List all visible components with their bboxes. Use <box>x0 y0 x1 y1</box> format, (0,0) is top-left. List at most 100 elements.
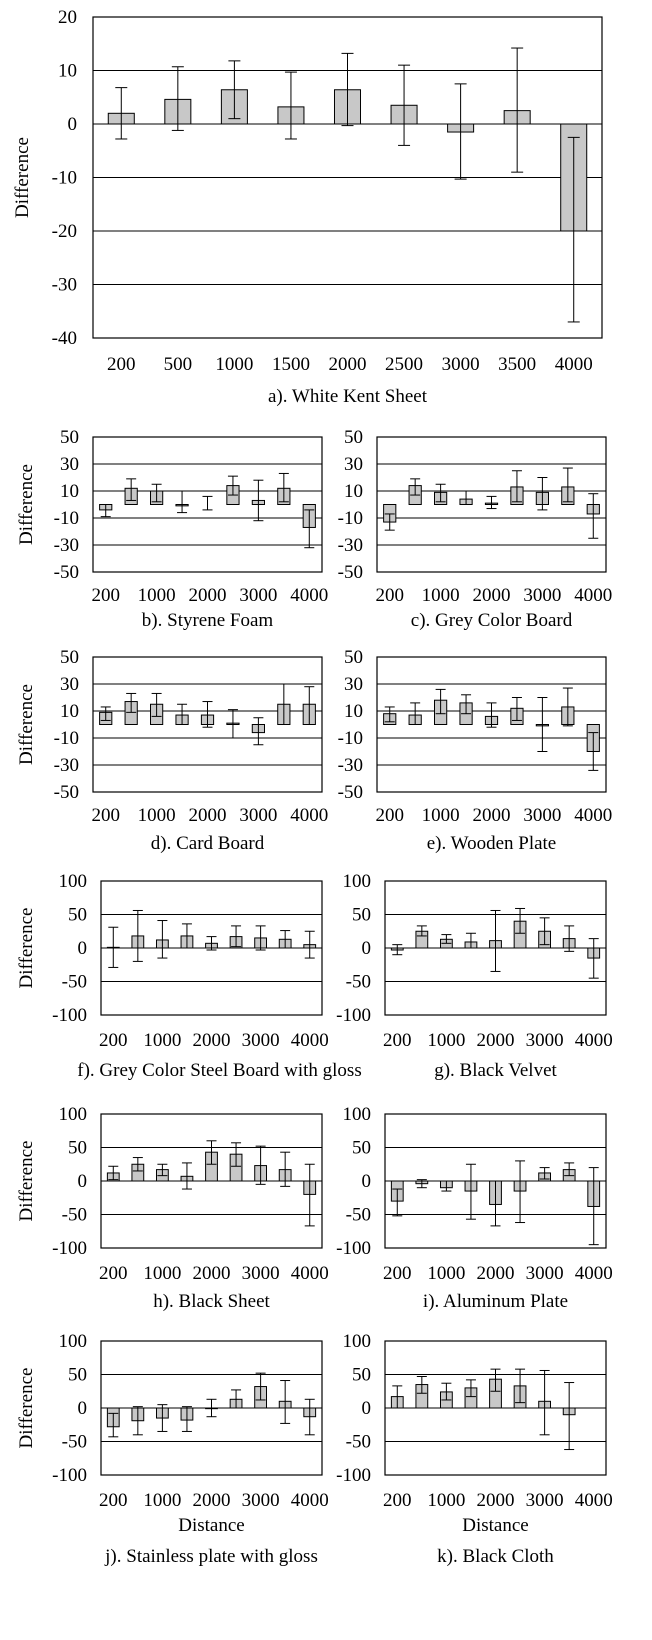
plot-frame <box>92 436 323 573</box>
x-tick-label: 2000 <box>193 1263 231 1284</box>
x-tick-label: 1000 <box>143 1490 181 1511</box>
x-tick-label: 1000 <box>138 585 176 606</box>
plot-frame <box>92 656 323 793</box>
plot-frame <box>100 1340 323 1476</box>
plot-frame <box>100 1113 323 1249</box>
x-tick-label: 3000 <box>242 1263 280 1284</box>
y-tick-label: -50 <box>346 972 371 993</box>
x-tick-label: 200 <box>99 1263 128 1284</box>
y-tick-label: 50 <box>68 905 87 926</box>
panel-a: 20 10 0 -10 -20 -30 -40 200 500 1000 1500 2000 2500 3… <box>12 7 603 407</box>
x-tick-label: 4000 <box>575 1030 613 1051</box>
y-tick-label: 50 <box>68 1365 87 1386</box>
x-tick-label: 200 <box>99 1030 128 1051</box>
x-tick-label: 2000 <box>329 354 367 375</box>
x-tick-label: 2000 <box>193 1490 231 1511</box>
panel-f: 100 50 0 -50 -100 200 1000 2000 3000 4000 Differen… <box>16 871 362 1081</box>
y-tick-label: -10 <box>338 728 363 749</box>
x-tick-label: 4000 <box>291 1490 329 1511</box>
y-tick-label: 50 <box>60 647 79 668</box>
y-tick-label: -30 <box>52 275 77 296</box>
panel-caption: i). Aluminum Plate <box>423 1291 568 1312</box>
y-tick-label: -30 <box>338 755 363 776</box>
y-tick-label: 100 <box>343 1331 372 1352</box>
y-tick-label: 50 <box>68 1138 87 1159</box>
y-tick-label: -10 <box>52 168 77 189</box>
y-tick-label: 50 <box>344 647 363 668</box>
y-tick-label: -10 <box>54 508 79 529</box>
x-tick-label: 3500 <box>498 354 536 375</box>
y-tick-label: 0 <box>78 938 88 959</box>
y-tick-label: -100 <box>52 1465 87 1486</box>
y-tick-label: 10 <box>58 61 77 82</box>
x-tick-label: 4000 <box>575 1490 613 1511</box>
panel-caption: h). Black Sheet <box>153 1291 270 1312</box>
y-tick-label: -10 <box>338 508 363 529</box>
panel-caption: j). Stainless plate with gloss <box>104 1546 318 1567</box>
y-tick-label: -50 <box>346 1432 371 1453</box>
x-tick-label: 3000 <box>239 585 277 606</box>
x-tick-label: 200 <box>383 1263 412 1284</box>
y-tick-label: 50 <box>352 1138 371 1159</box>
x-tick-label: 4000 <box>291 1263 329 1284</box>
x-tick-label: 3000 <box>242 1490 280 1511</box>
x-tick-label: 4000 <box>574 805 612 826</box>
y-tick-label: 10 <box>344 481 363 502</box>
panel-caption: d). Card Board <box>151 833 265 854</box>
x-tick-label: 200 <box>107 354 136 375</box>
y-tick-label: 50 <box>352 905 371 926</box>
y-tick-label: 30 <box>60 674 79 695</box>
plot-frame <box>384 880 607 1016</box>
x-tick-label: 1000 <box>422 585 460 606</box>
plot-frame <box>376 436 607 573</box>
y-tick-label: 100 <box>59 1104 88 1125</box>
y-axis-label: Difference <box>16 1141 37 1222</box>
x-tick-label: 4000 <box>291 1030 329 1051</box>
x-tick-label: 200 <box>383 1490 412 1511</box>
panel-caption: c). Grey Color Board <box>411 610 573 631</box>
x-tick-label: 3000 <box>526 1490 564 1511</box>
x-tick-label: 3000 <box>442 354 480 375</box>
x-tick-label: 3000 <box>526 1263 564 1284</box>
y-tick-label: 0 <box>78 1171 88 1192</box>
panel-k: 100 50 0 -50 -100 200 1000 2000 3000 4000 Distance… <box>336 1331 613 1567</box>
x-tick-label: 200 <box>383 1030 412 1051</box>
x-tick-label: 1000 <box>422 805 460 826</box>
x-tick-label: 2000 <box>477 1490 515 1511</box>
x-tick-label: 4000 <box>555 354 593 375</box>
y-tick-label: -50 <box>346 1205 371 1226</box>
panel-g: 100 50 0 -50 -100 200 1000 2000 3000 4000 g). Blac… <box>336 871 613 1081</box>
panel-b: 50 30 10 -10 -30 -50 200 1000 2000 3000 4000 Differ… <box>16 427 328 631</box>
panel-e: 50 30 10 -10 -30 -50 200 1000 2000 3000 4000 e). Wo… <box>338 647 613 854</box>
y-tick-label: 50 <box>344 427 363 448</box>
x-tick-label: 1500 <box>272 354 310 375</box>
y-tick-label: -50 <box>338 782 363 803</box>
x-tick-label: 1000 <box>427 1263 465 1284</box>
y-tick-label: 10 <box>60 481 79 502</box>
y-tick-label: -50 <box>62 1432 87 1453</box>
panel-caption: f). Grey Color Steel Board with gloss <box>77 1060 361 1081</box>
y-tick-label: 30 <box>344 454 363 475</box>
y-axis-label: Difference <box>12 137 33 218</box>
y-tick-label: -100 <box>52 1238 87 1259</box>
y-tick-label: -30 <box>54 535 79 556</box>
y-tick-label: 10 <box>344 701 363 722</box>
y-tick-label: -100 <box>336 1005 371 1026</box>
y-tick-label: 10 <box>60 701 79 722</box>
x-tick-label: 200 <box>91 585 120 606</box>
panel-i: 100 50 0 -50 -100 200 1000 2000 3000 4000 i). Alum… <box>336 1104 613 1312</box>
y-tick-label: 50 <box>60 427 79 448</box>
x-tick-label: 2000 <box>477 1263 515 1284</box>
x-tick-label: 1000 <box>427 1030 465 1051</box>
panel-caption: k). Black Cloth <box>437 1546 554 1567</box>
x-tick-label: 4000 <box>290 805 328 826</box>
x-tick-label: 1000 <box>143 1030 181 1051</box>
panel-j: 100 50 0 -50 -100 200 1000 2000 3000 4000 Differen… <box>16 1331 329 1567</box>
y-tick-label: 100 <box>59 1331 88 1352</box>
x-tick-label: 3000 <box>526 1030 564 1051</box>
y-tick-label: -40 <box>52 328 77 349</box>
y-tick-label: 0 <box>68 114 78 135</box>
y-tick-label: 0 <box>362 938 372 959</box>
